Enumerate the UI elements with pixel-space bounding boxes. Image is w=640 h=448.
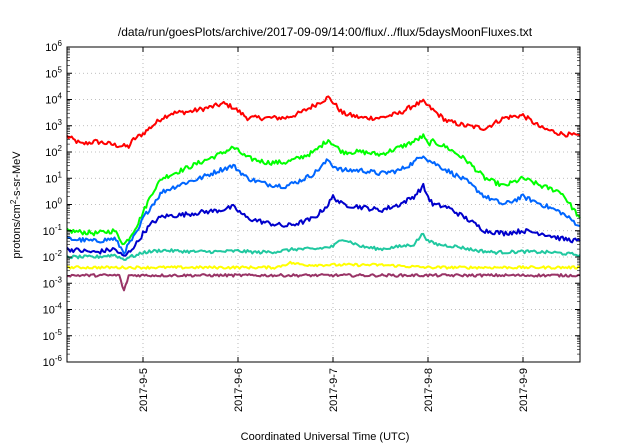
series-layer [66, 95, 581, 292]
series-line-2 [66, 133, 581, 246]
series-line-4 [66, 182, 581, 257]
grid-lines [67, 47, 580, 362]
x-tick-label: 2017-9-8 [423, 368, 435, 412]
y-tick-label: 10-2 [43, 249, 63, 264]
y-axis-ticks: 10-6 10-5 10-4 10-3 10-2 10-1 100 101 102 103 104 1… [43, 39, 580, 369]
series-line-6 [66, 260, 581, 270]
y-tick-label: 101 [45, 170, 62, 185]
y-axis-label: protons/cm2-s-sr-MeV [9, 151, 24, 259]
y-tick-label: 102 [45, 144, 62, 159]
y-tick-label: 106 [45, 39, 62, 54]
y-tick-label: 10-3 [43, 275, 63, 290]
y-tick-label: 104 [45, 92, 62, 107]
y-tick-label: 10-5 [43, 328, 63, 343]
y-tick-label: 10-6 [43, 354, 63, 369]
x-tick-label: 2017-9-6 [233, 368, 245, 412]
x-axis-label: Coordinated Universal Time (UTC) [241, 431, 410, 443]
x-axis-ticks: 2017-9-5 2017-9-6 2017-9-7 2017-9-8 2017-9-9 [138, 47, 530, 412]
y-tick-label: 100 [45, 197, 62, 212]
chart-title: /data/run/goesPlots/archive/2017-09-09/1… [118, 25, 533, 39]
x-tick-label: 2017-9-5 [138, 368, 150, 412]
series-line-3 [66, 155, 581, 255]
x-tick-label: 2017-9-9 [518, 368, 530, 412]
y-tick-label: 10-4 [43, 302, 63, 317]
series-line-7 [66, 273, 581, 292]
y-tick-label: 103 [45, 118, 62, 133]
series-line-1 [66, 95, 581, 149]
y-tick-label: 10-1 [43, 223, 63, 238]
series-line-5 [66, 232, 581, 261]
y-tick-label: 105 [45, 65, 62, 80]
x-tick-label: 2017-9-7 [328, 368, 340, 412]
